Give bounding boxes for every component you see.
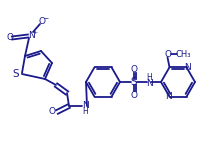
Text: N: N — [28, 32, 34, 40]
Text: N: N — [146, 78, 152, 87]
Text: O: O — [131, 64, 137, 74]
Text: N: N — [165, 92, 172, 101]
Text: CH₃: CH₃ — [176, 50, 191, 59]
Text: H: H — [82, 108, 88, 117]
Text: H: H — [146, 74, 152, 82]
Text: N: N — [82, 102, 88, 111]
Text: O: O — [6, 33, 14, 42]
Text: O: O — [38, 18, 46, 27]
Text: S: S — [131, 77, 137, 87]
Text: N: N — [184, 63, 191, 72]
Text: O: O — [48, 108, 56, 117]
Text: +: + — [32, 30, 37, 36]
Text: O: O — [164, 50, 171, 59]
Text: S: S — [13, 69, 19, 79]
Text: O: O — [131, 90, 137, 99]
Text: −: − — [43, 15, 49, 21]
